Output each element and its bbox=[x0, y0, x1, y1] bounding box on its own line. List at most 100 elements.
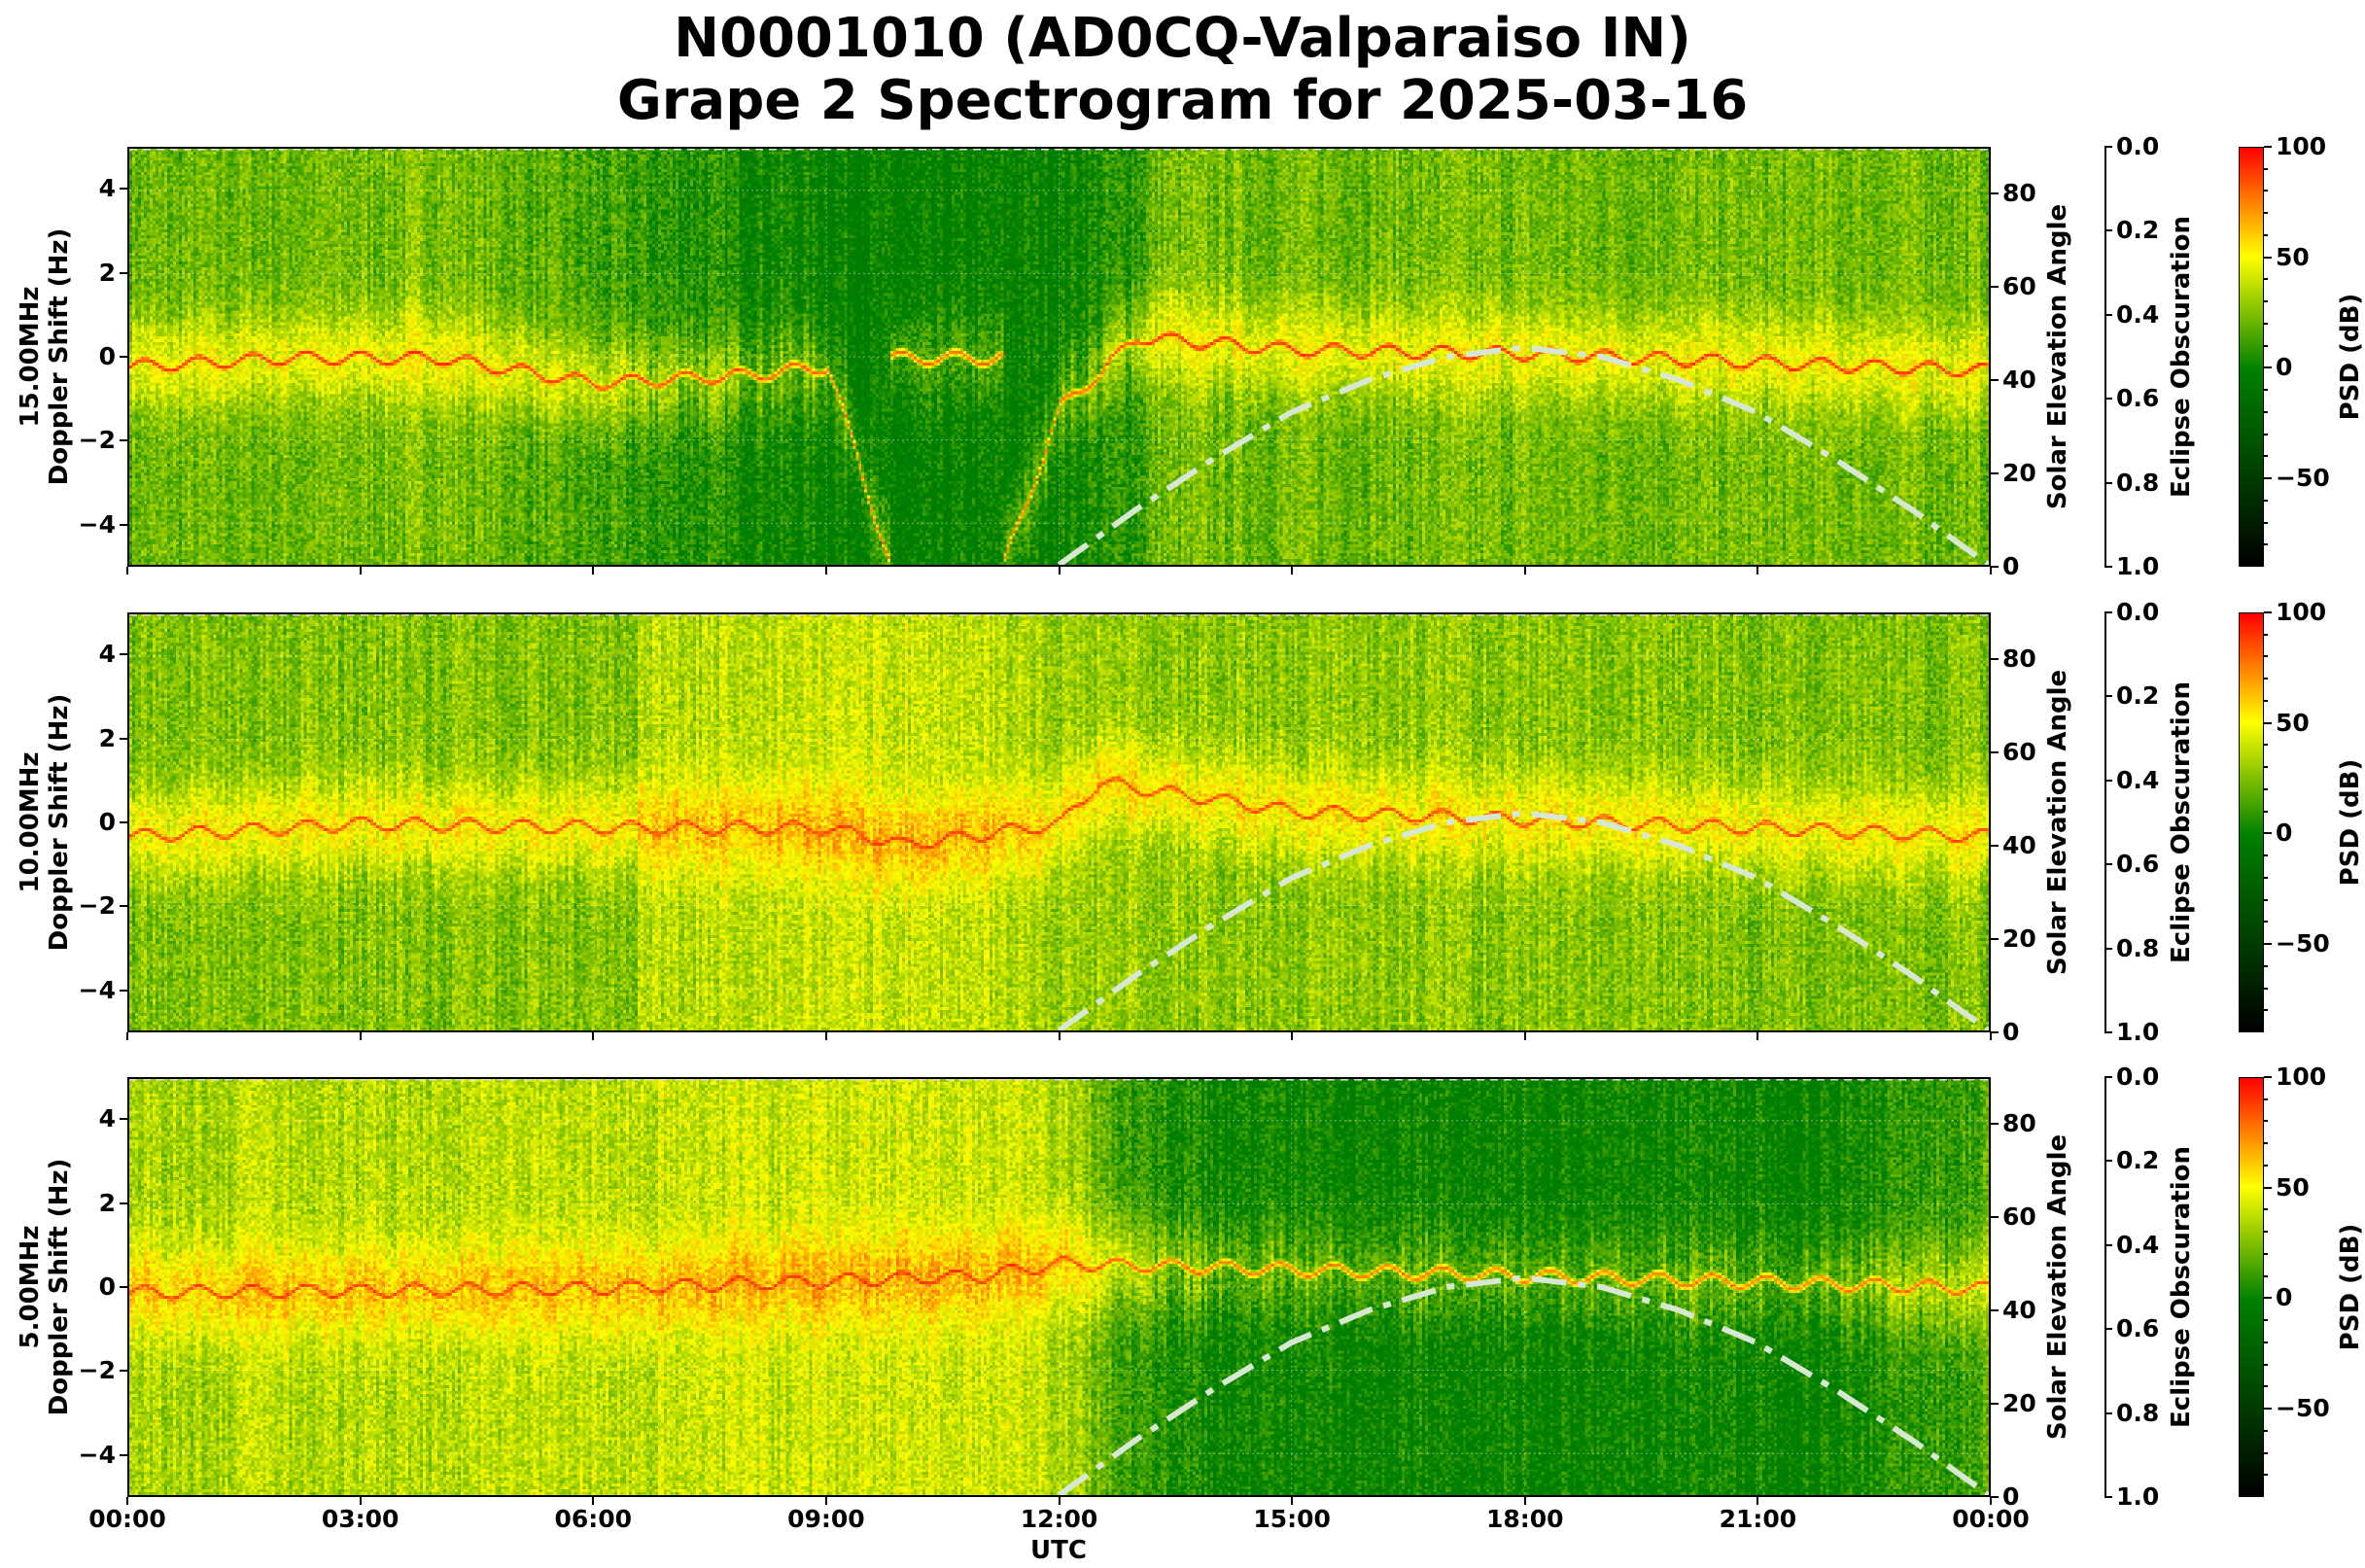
eclipse-obscuration-label: Eclipse Obscuration bbox=[2167, 1146, 2196, 1428]
right-tick-mark bbox=[1991, 1496, 1999, 1498]
x-tick-mark bbox=[592, 567, 595, 575]
colorbar-tick-mark bbox=[2264, 1408, 2272, 1411]
colorbar-tick-mark bbox=[2264, 278, 2268, 281]
eclipse-tick-mark bbox=[2104, 1243, 2112, 1246]
right-tick-mark bbox=[1991, 192, 1999, 194]
colorbar-tick-label: 0 bbox=[2276, 353, 2293, 382]
x-tick-label: 21:00 bbox=[1719, 1505, 1797, 1533]
right-tick-label: 20 bbox=[2002, 1389, 2036, 1417]
eclipse-tick-label: 0.8 bbox=[2116, 468, 2160, 497]
x-tick-mark bbox=[592, 1497, 595, 1505]
eclipse-tick-label: 0.6 bbox=[2116, 384, 2160, 413]
eclipse-axis-line bbox=[2104, 612, 2106, 1032]
colorbar-tick-mark bbox=[2264, 678, 2268, 680]
eclipse-tick-mark bbox=[2104, 1411, 2112, 1414]
right-tick-mark bbox=[1991, 658, 1999, 660]
right-tick-mark bbox=[1991, 379, 1999, 381]
eclipse-tick-mark bbox=[2104, 398, 2112, 401]
x-tick-mark bbox=[1523, 567, 1526, 575]
eclipse-tick-mark bbox=[2104, 481, 2112, 484]
y-tick-mark bbox=[120, 356, 127, 358]
colorbar-tick-mark bbox=[2264, 964, 2268, 967]
eclipse-tick-mark bbox=[2104, 695, 2112, 698]
right-tick-label: 80 bbox=[2002, 1109, 2036, 1137]
colorbar-tick-mark bbox=[2264, 1363, 2268, 1366]
x-tick-mark bbox=[126, 567, 128, 575]
eclipse-obscuration-label: Eclipse Obscuration bbox=[2167, 216, 2196, 498]
colorbar-tick-mark bbox=[2264, 766, 2268, 769]
eclipse-tick-label: 0.4 bbox=[2116, 1230, 2160, 1259]
colorbar-tick-mark bbox=[2264, 499, 2268, 502]
right-tick-mark bbox=[1991, 286, 1999, 288]
y-tick-label: 2 bbox=[98, 258, 116, 287]
colorbar-tick-mark bbox=[2264, 344, 2268, 347]
y-tick-mark bbox=[120, 523, 127, 526]
colorbar-tick-label: −50 bbox=[2276, 1394, 2330, 1423]
colorbar-tick-mark bbox=[2264, 1429, 2268, 1432]
x-tick-mark bbox=[359, 567, 362, 575]
colorbar-tick-mark bbox=[2264, 389, 2268, 392]
y-tick-label: −2 bbox=[78, 426, 116, 455]
x-tick-label: 03:00 bbox=[321, 1505, 400, 1533]
eclipse-tick-label: 1.0 bbox=[2116, 552, 2160, 580]
eclipse-tick-mark bbox=[2104, 313, 2112, 316]
y-tick-mark bbox=[120, 1370, 127, 1373]
frequency-label: 15.00MHz bbox=[16, 286, 45, 428]
colorbar-tick-mark bbox=[2264, 655, 2268, 658]
psd-colorbar bbox=[2239, 147, 2264, 567]
eclipse-tick-label: 0.8 bbox=[2116, 1398, 2160, 1427]
right-tick-label: 40 bbox=[2002, 366, 2036, 394]
solar-elevation-label: Solar Elevation Angle bbox=[2043, 203, 2072, 510]
colorbar-tick-mark bbox=[2264, 543, 2268, 546]
colorbar-tick-mark bbox=[2264, 366, 2272, 369]
colorbar-tick-mark bbox=[2264, 1451, 2268, 1454]
right-tick-label: 0 bbox=[2002, 1482, 2020, 1511]
right-tick-mark bbox=[1991, 472, 1999, 474]
right-tick-label: 20 bbox=[2002, 924, 2036, 953]
x-tick-mark bbox=[824, 1497, 827, 1505]
psd-colorbar bbox=[2239, 1077, 2264, 1497]
colorbar-tick-label: 100 bbox=[2276, 598, 2327, 626]
colorbar-tick-mark bbox=[2264, 943, 2272, 946]
spectrogram-heatmap bbox=[129, 614, 1989, 1030]
frequency-label: 5.00MHz bbox=[16, 1225, 45, 1349]
doppler-label: Doppler Shift (Hz) bbox=[45, 227, 74, 486]
eclipse-tick-mark bbox=[2104, 779, 2112, 782]
right-tick-label: 40 bbox=[2002, 1296, 2036, 1324]
right-tick-mark bbox=[1991, 1309, 1999, 1311]
colorbar-tick-mark bbox=[2264, 300, 2268, 303]
y-tick-mark bbox=[120, 439, 127, 442]
y-tick-label: 4 bbox=[98, 640, 116, 669]
colorbar-label: PSD (dB) bbox=[2336, 293, 2365, 421]
x-tick-mark bbox=[126, 1497, 128, 1505]
colorbar-tick-label: 50 bbox=[2276, 1172, 2310, 1202]
x-tick-mark bbox=[824, 567, 827, 575]
solar-elevation-label: Solar Elevation Angle bbox=[2043, 1133, 2072, 1441]
eclipse-tick-label: 0.2 bbox=[2116, 216, 2160, 245]
x-tick-label: 00:00 bbox=[88, 1505, 166, 1533]
eclipse-tick-label: 0.0 bbox=[2116, 598, 2160, 626]
colorbar-tick-mark bbox=[2264, 433, 2268, 436]
y-tick-label: −2 bbox=[78, 1356, 116, 1385]
spectrogram-panel-5.00MHz bbox=[127, 1077, 1991, 1497]
x-tick-mark bbox=[1058, 1497, 1061, 1505]
colorbar-tick-mark bbox=[2264, 611, 2272, 613]
y-tick-mark bbox=[120, 989, 127, 992]
eclipse-tick-mark bbox=[2104, 611, 2112, 613]
eclipse-tick-label: 0.0 bbox=[2116, 132, 2160, 160]
y-axis-label: 5.00MHz Doppler Shift (Hz) bbox=[16, 1083, 74, 1491]
right-tick-label: 60 bbox=[2002, 738, 2036, 766]
colorbar-tick-mark bbox=[2264, 146, 2272, 148]
y-tick-label: 0 bbox=[98, 808, 116, 836]
colorbar-tick-mark bbox=[2264, 1186, 2272, 1189]
colorbar-tick-mark bbox=[2264, 1009, 2268, 1012]
right-tick-mark bbox=[1991, 1031, 1999, 1033]
y-tick-mark bbox=[120, 1286, 127, 1288]
eclipse-obscuration-label: Eclipse Obscuration bbox=[2167, 681, 2196, 963]
right-tick-mark bbox=[1991, 845, 1999, 847]
colorbar-tick-mark bbox=[2264, 633, 2268, 636]
psd-colorbar bbox=[2239, 612, 2264, 1032]
colorbar-tick-mark bbox=[2264, 1385, 2268, 1388]
x-tick-mark bbox=[1756, 1032, 1759, 1040]
eclipse-tick-label: 1.0 bbox=[2116, 1482, 2160, 1511]
